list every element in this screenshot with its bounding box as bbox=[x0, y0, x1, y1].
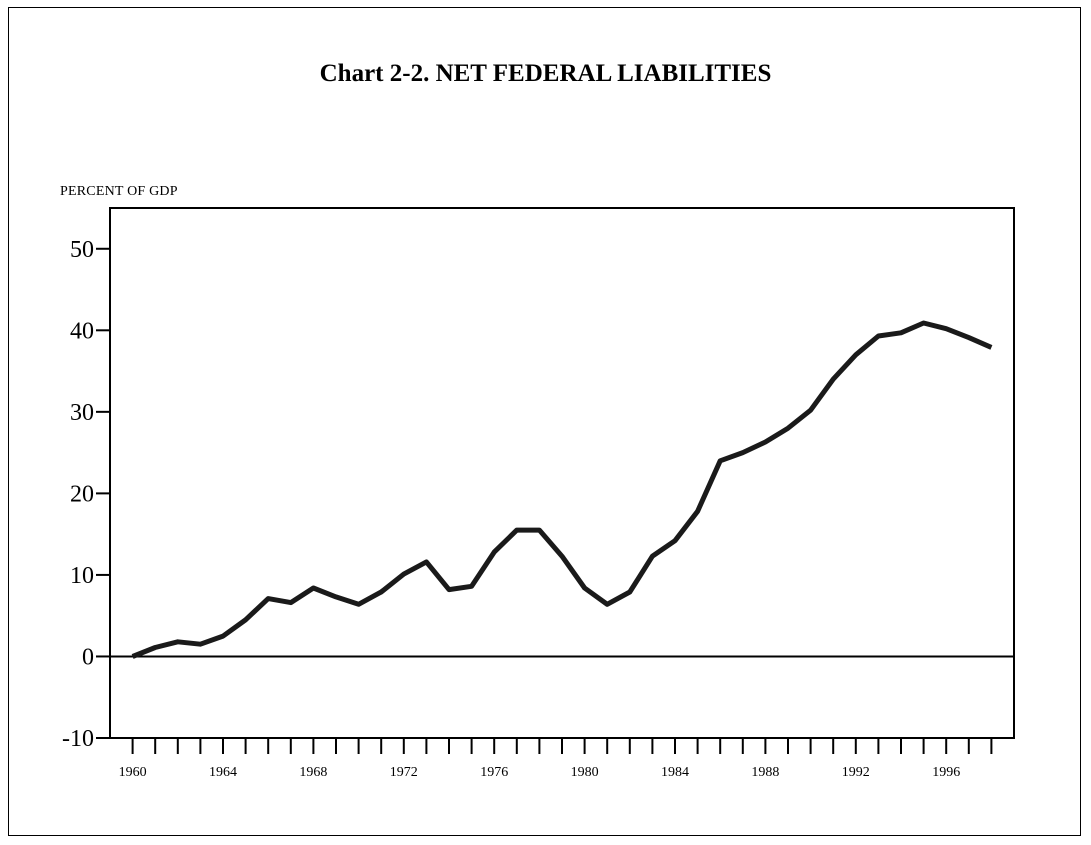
y-tick-label: -10 bbox=[62, 726, 94, 752]
y-tick-label: 50 bbox=[70, 237, 94, 263]
series-line bbox=[131, 320, 993, 659]
x-tick-label: 1996 bbox=[932, 765, 960, 780]
x-tick-label: 1992 bbox=[842, 765, 870, 780]
x-tick-label: 1980 bbox=[571, 765, 599, 780]
x-tick-label: 1960 bbox=[119, 765, 147, 780]
x-tick-label: 1964 bbox=[209, 765, 237, 780]
y-tick-label: 0 bbox=[82, 644, 94, 670]
y-tick-label: 30 bbox=[70, 400, 94, 426]
y-tick-label: 10 bbox=[70, 563, 94, 589]
x-tick-label: 1972 bbox=[390, 765, 418, 780]
x-tick-label: 1976 bbox=[480, 765, 508, 780]
y-axis-label: PERCENT OF GDP bbox=[60, 184, 178, 199]
x-tick-label: 1984 bbox=[661, 765, 689, 780]
chart-title: Chart 2-2. NET FEDERAL LIABILITIES bbox=[319, 60, 772, 87]
plot-area bbox=[109, 207, 1015, 739]
x-tick-label: 1968 bbox=[299, 765, 327, 780]
x-tick-label: 1988 bbox=[751, 765, 779, 780]
y-tick-label: 40 bbox=[70, 318, 94, 344]
chart-frame bbox=[8, 7, 1081, 836]
y-tick-label: 20 bbox=[70, 481, 94, 507]
